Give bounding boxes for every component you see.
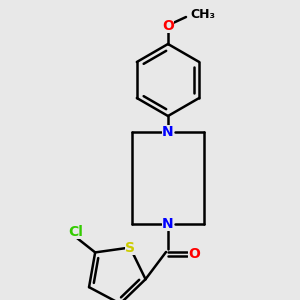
- Text: Cl: Cl: [68, 225, 83, 239]
- Text: N: N: [162, 125, 174, 139]
- Text: S: S: [125, 241, 135, 254]
- Text: O: O: [162, 19, 174, 33]
- Text: CH₃: CH₃: [190, 8, 215, 20]
- Text: O: O: [188, 247, 200, 261]
- Text: N: N: [162, 217, 174, 231]
